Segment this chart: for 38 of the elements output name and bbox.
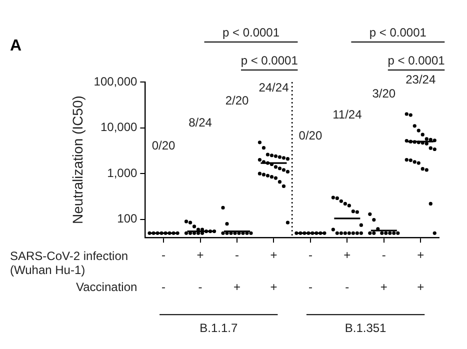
- annotation: 8/24: [188, 115, 212, 130]
- x-tick-label: -: [162, 248, 166, 262]
- text: -: [162, 280, 166, 294]
- x-tick-label: -: [234, 248, 239, 262]
- x-tick-label: -: [382, 248, 386, 262]
- x-tick-label: +: [417, 248, 424, 262]
- annotation: 11/24: [332, 107, 362, 122]
- text: +: [270, 280, 278, 294]
- text: +: [233, 280, 241, 294]
- y-tick-label: 1,000: [107, 166, 138, 180]
- y-tick-label: 10,000: [100, 120, 138, 134]
- text: -: [345, 280, 350, 294]
- y-axis-title: Neutralization (IC50): [69, 96, 86, 224]
- text: Vaccination: [76, 280, 138, 294]
- text: +: [380, 280, 388, 294]
- annotation: 3/20: [372, 86, 396, 100]
- x-tick-label: -: [308, 248, 312, 262]
- x-tick-label: +: [344, 248, 351, 262]
- y-tick-label: 100,000: [94, 74, 138, 88]
- text: p < 0.0001: [388, 53, 446, 68]
- annotation: 24/24: [258, 80, 290, 94]
- text: p < 0.0001: [369, 25, 427, 40]
- x-tick-label: +: [196, 248, 204, 262]
- x-tick-label: +: [270, 248, 278, 262]
- annotation: 0/20: [298, 128, 322, 142]
- text: -: [308, 280, 312, 294]
- text: -: [198, 280, 202, 294]
- text: p < 0.0001: [240, 53, 298, 68]
- text: +: [417, 280, 424, 294]
- text: SARS-CoV-2 infection (Wuhan Hu-1): [10, 248, 128, 277]
- text: B.1.351: [344, 320, 387, 335]
- annotation: 0/20: [152, 138, 176, 152]
- annotation: 2/20: [225, 93, 249, 108]
- text: A: [10, 37, 22, 54]
- text: B.1.1.7: [200, 320, 238, 335]
- annotation: 23/24: [406, 72, 436, 86]
- y-tick-label: 100: [117, 212, 138, 226]
- text: p < 0.0001: [222, 25, 280, 40]
